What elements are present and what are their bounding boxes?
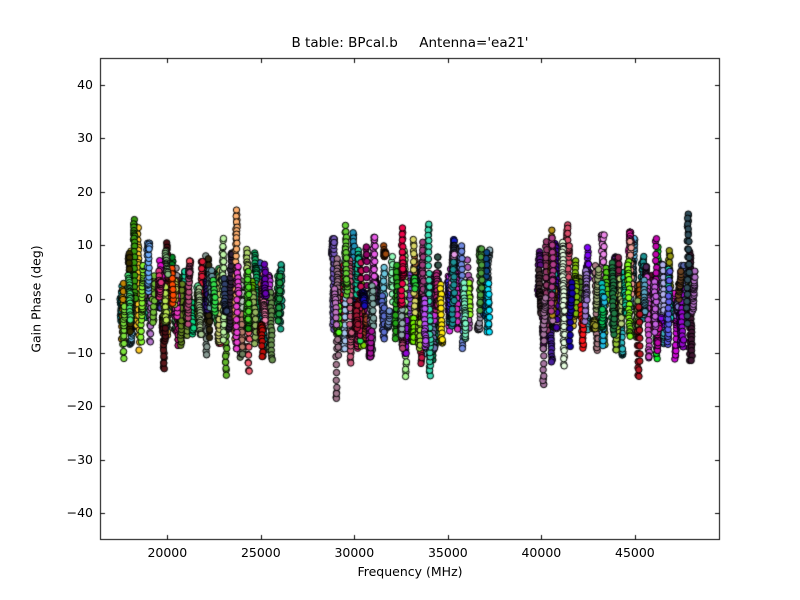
y-tick-label: −40 bbox=[66, 505, 93, 521]
x-tick-label: 20000 bbox=[147, 545, 188, 560]
y-tick-label: −20 bbox=[66, 398, 93, 414]
y-tick-label: 0 bbox=[85, 291, 93, 306]
y-tick-label: 40 bbox=[77, 76, 93, 92]
y-axis-label: Gain Phase (deg) bbox=[28, 245, 44, 353]
plot-title: B table: BPcal.b Antenna='ea21' bbox=[291, 35, 529, 51]
y-tick-label: −10 bbox=[66, 344, 93, 360]
x-tick-label: 25000 bbox=[240, 545, 281, 560]
x-tick-label: 40000 bbox=[521, 545, 562, 560]
y-tick-label: 20 bbox=[77, 183, 93, 199]
x-axis-label: Frequency (MHz) bbox=[357, 564, 463, 579]
x-tick-label: 35000 bbox=[427, 545, 468, 560]
x-tick-label: 30000 bbox=[334, 545, 375, 560]
x-tick-label: 45000 bbox=[615, 545, 655, 560]
y-tick-label: −30 bbox=[66, 451, 93, 467]
y-tick-label: 30 bbox=[77, 130, 93, 146]
y-tick-label: 10 bbox=[77, 237, 93, 253]
